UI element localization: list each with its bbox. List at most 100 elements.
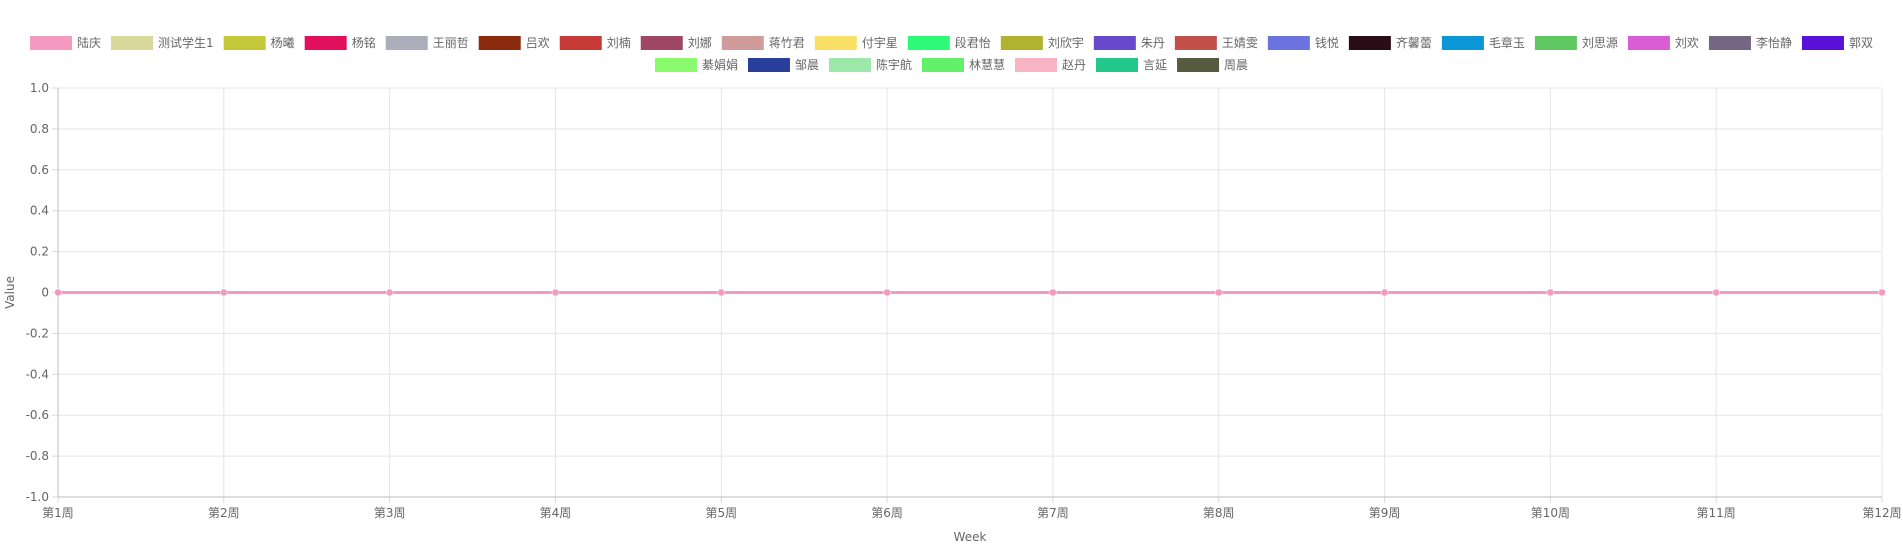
data-point[interactable] — [385, 288, 394, 297]
axes: 1.0 0.8 0.6 0.4 0.2 0 -0.2 -0.4 -0.6 -0.8 -1.0 第1周 第… — [26, 81, 1902, 520]
legend-label: 赵丹 — [1062, 58, 1086, 72]
legend-swatch — [1534, 36, 1577, 50]
data-point[interactable] — [551, 288, 560, 297]
data-point[interactable] — [1712, 288, 1720, 297]
legend-item[interactable]: 郭双 — [1801, 36, 1873, 50]
legend-label: 钱悦 — [1315, 35, 1339, 50]
x-tick-label: 第5周 — [705, 506, 737, 520]
data-point[interactable] — [220, 288, 228, 297]
legend-item[interactable]: 邹晨 — [747, 58, 819, 72]
legend-label: 言延 — [1143, 58, 1167, 72]
y-tick-label: -0.2 — [26, 326, 49, 340]
legend-label: 刘思源 — [1582, 36, 1618, 50]
legend-label: 刘欣宇 — [1048, 36, 1084, 50]
legend-item[interactable]: 李怡静 — [1708, 35, 1792, 50]
y-tick-label: 0.8 — [30, 122, 49, 136]
legend-label: 吕欢 — [526, 35, 550, 50]
legend-label: 刘欢 — [1675, 35, 1699, 50]
legend-item[interactable]: 齐馨蕾 — [1348, 35, 1432, 50]
legend-item[interactable]: 吕欢 — [478, 35, 550, 50]
y-tick-label: 0.4 — [30, 204, 49, 218]
legend-swatch — [478, 36, 521, 50]
legend-swatch — [814, 36, 857, 50]
legend-item[interactable]: 刘欢 — [1627, 35, 1699, 50]
legend-label: 付宇星 — [862, 36, 898, 50]
legend-item[interactable]: 朱丹 — [1093, 36, 1165, 50]
x-tick-label: 第12周 — [1862, 506, 1901, 520]
legend-swatch — [828, 58, 871, 72]
legend-swatch — [654, 58, 697, 72]
legend-item[interactable]: 綦娟娟 — [654, 58, 738, 72]
y-axis-title: Value — [3, 276, 17, 309]
legend-swatch — [1174, 36, 1217, 50]
legend-item[interactable]: 杨铭 — [304, 35, 376, 50]
legend-swatch — [1267, 36, 1310, 50]
legend-label: 陆庆 — [77, 35, 101, 50]
legend-swatch — [1441, 36, 1484, 50]
legend-label: 杨铭 — [352, 35, 376, 50]
series-line — [54, 288, 1886, 297]
y-tick-label: -0.4 — [26, 367, 49, 381]
legend-label: 测试学生1 — [158, 35, 214, 50]
legend-item[interactable]: 毛章玉 — [1441, 35, 1525, 50]
legend-item[interactable]: 言延 — [1096, 58, 1167, 72]
legend-item[interactable]: 付宇星 — [814, 36, 898, 50]
legend-swatch — [223, 36, 266, 50]
legend-item[interactable]: 陈宇航 — [828, 57, 912, 72]
data-point[interactable] — [1380, 288, 1389, 297]
legend-swatch — [1015, 58, 1058, 72]
legend-item[interactable]: 刘楠 — [559, 35, 631, 50]
legend-item[interactable]: 林慧慧 — [921, 57, 1005, 72]
legend-swatch — [1348, 36, 1391, 50]
legend-item[interactable]: 测试学生1 — [111, 35, 214, 50]
legend-item[interactable]: 陆庆 — [30, 35, 101, 50]
legend-swatch — [1708, 36, 1751, 50]
legend-swatch — [747, 58, 790, 72]
data-point[interactable] — [1049, 288, 1057, 297]
x-tick-label: 第8周 — [1203, 506, 1235, 520]
legend-label: 郭双 — [1849, 36, 1873, 50]
legend-item[interactable]: 刘欣宇 — [1000, 36, 1084, 50]
x-tick-label: 第10周 — [1531, 506, 1570, 520]
legend-label: 刘娜 — [688, 36, 712, 50]
x-tick-label: 第11周 — [1697, 506, 1736, 520]
data-point[interactable] — [1546, 288, 1555, 297]
y-tick-label: -0.6 — [26, 408, 49, 422]
legend-item[interactable]: 王婧雯 — [1174, 35, 1258, 50]
legend-swatch — [559, 36, 602, 50]
legend-item[interactable]: 钱悦 — [1267, 35, 1339, 50]
legend-item[interactable]: 刘娜 — [640, 36, 712, 50]
legend-swatch — [1096, 58, 1139, 72]
legend-swatch — [1000, 36, 1043, 50]
legend-item[interactable]: 杨曦 — [223, 35, 295, 50]
y-tick-label: -0.8 — [26, 449, 49, 463]
y-tick-label: -1.0 — [26, 490, 49, 504]
data-point[interactable] — [1214, 288, 1223, 297]
legend-swatch — [640, 36, 683, 50]
legend-label: 刘楠 — [607, 35, 631, 50]
legend-swatch — [1093, 36, 1136, 50]
x-tick-label: 第1周 — [42, 506, 74, 520]
data-point[interactable] — [1878, 288, 1886, 297]
legend-item[interactable]: 周晨 — [1177, 58, 1248, 72]
legend-label: 林慧慧 — [969, 57, 1005, 72]
legend-label: 陈宇航 — [876, 57, 912, 72]
x-tick-label: 第9周 — [1369, 506, 1401, 520]
legend-swatch — [1627, 36, 1670, 50]
y-tick-label: 0 — [41, 286, 49, 300]
legend-label: 齐馨蕾 — [1396, 35, 1432, 50]
legend-item[interactable]: 赵丹 — [1015, 58, 1086, 72]
legend-swatch — [111, 36, 154, 50]
legend-item[interactable]: 刘思源 — [1534, 36, 1618, 50]
data-point[interactable] — [883, 288, 891, 297]
x-tick-label: 第3周 — [374, 506, 406, 520]
y-tick-label: 0.2 — [30, 245, 49, 259]
x-tick-label: 第6周 — [871, 506, 903, 520]
legend-item[interactable]: 段君怡 — [907, 35, 991, 50]
legend-item[interactable]: 蒋竹君 — [721, 36, 805, 50]
data-point[interactable] — [54, 288, 62, 297]
legend-item[interactable]: 王丽哲 — [385, 36, 469, 50]
legend-label: 綦娟娟 — [702, 58, 738, 72]
data-point[interactable] — [717, 288, 726, 297]
